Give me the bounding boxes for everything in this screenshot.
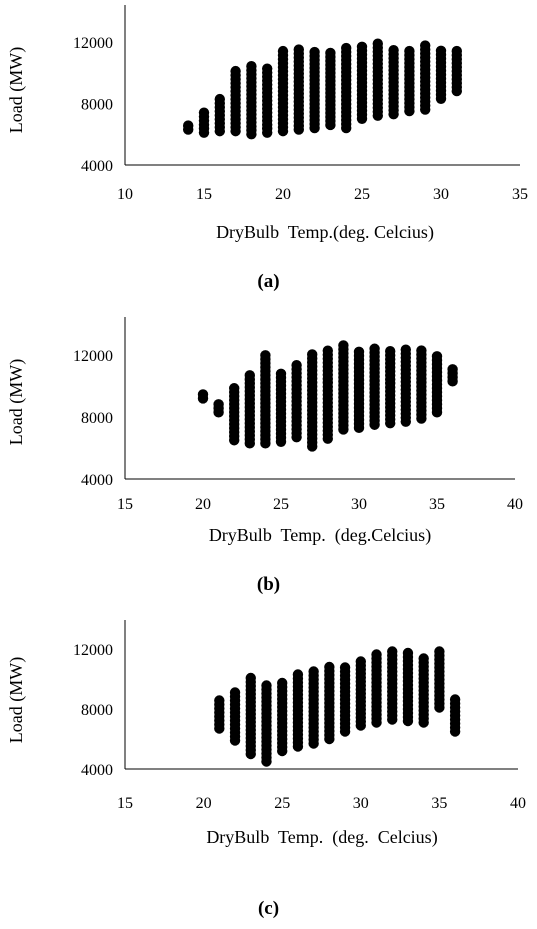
scatter-point (387, 646, 398, 657)
y-axis-title: Load (MW) (6, 47, 27, 133)
scatter-point (372, 38, 383, 49)
scatter-point (214, 695, 225, 706)
scatter-point (183, 120, 194, 131)
scatter-point (262, 63, 273, 74)
x-tick-label: 35 (512, 186, 528, 203)
x-tick-label: 15 (117, 795, 133, 812)
x-tick-label: 35 (429, 496, 445, 513)
scatter-point (229, 383, 240, 394)
scatter-chart-c: 15 20 25 30 35 40 4000 8000 12000 DryBulb Temp. (… (6, 620, 526, 848)
panel-label-a: (a) (257, 271, 280, 292)
panel-label-c: (c) (257, 898, 280, 919)
x-axis-title: DryBulb Temp. (deg.Celcius) (209, 525, 431, 546)
scatter-point (416, 345, 427, 356)
scatter-point (341, 42, 352, 54)
scatter-point (353, 346, 365, 358)
scatter-point (244, 370, 255, 381)
scatter-chart-a: 10 15 20 25 30 35 4000 8000 12000 DryBulb Temp.(d… (6, 5, 528, 243)
scatter-point (275, 368, 287, 379)
scatter-point (261, 680, 272, 691)
x-tick-label: 15 (117, 496, 133, 513)
x-tick-label: 40 (507, 496, 523, 513)
scatter-point (293, 44, 304, 55)
y-tick-label: 12000 (73, 35, 113, 52)
scatter-point (229, 687, 241, 698)
scatter-point (435, 45, 447, 56)
scatter-point (434, 646, 445, 657)
scatter-point (291, 359, 302, 371)
scatter-point (324, 661, 335, 673)
x-tick-label: 25 (274, 795, 290, 812)
scatter-point (325, 47, 336, 59)
scatter-point (246, 60, 257, 72)
scatter-point (197, 389, 209, 400)
y-tick-label: 8000 (81, 410, 113, 427)
y-tick-label: 4000 (81, 762, 113, 779)
panel-label-b: (b) (256, 574, 281, 595)
scatter-point (213, 399, 224, 410)
scatter-point (198, 107, 210, 118)
scatter-point (260, 350, 271, 361)
y-axis-title: Load (MW) (6, 657, 27, 743)
chart-panel-b: 15 20 25 30 35 40 4000 8000 12000 DryBulb Temp. (… (0, 312, 537, 562)
scatter-point (402, 647, 414, 659)
scatter-point (356, 41, 368, 52)
x-tick-label: 30 (433, 186, 449, 203)
scatter-point (451, 45, 462, 57)
x-tick-label: 30 (351, 496, 367, 513)
y-tick-label: 4000 (81, 158, 113, 175)
scatter-point (230, 65, 241, 77)
y-tick-label: 8000 (81, 702, 113, 719)
scatter-point (418, 653, 429, 664)
scatter-point (307, 349, 318, 360)
x-tick-label: 40 (510, 795, 526, 812)
scatter-point (308, 666, 319, 677)
y-tick-label: 12000 (73, 348, 113, 365)
scatter-point (404, 45, 415, 57)
scatter-point (355, 656, 366, 667)
scatter-point (309, 46, 320, 58)
scatter-point (447, 364, 458, 375)
scatter-point (277, 45, 289, 57)
y-tick-label: 12000 (73, 642, 113, 659)
y-tick-label: 8000 (81, 96, 113, 113)
x-axis-title: DryBulb Temp.(deg. Celcius) (216, 222, 434, 243)
scatter-point (277, 677, 288, 689)
scatter-point (245, 672, 256, 684)
scatter-point (449, 694, 461, 705)
scatter-point (292, 669, 304, 680)
x-tick-label: 20 (196, 795, 212, 812)
scatter-point (400, 344, 411, 355)
scatter-point (388, 44, 399, 56)
x-axis-title: DryBulb Temp. (deg. Celcius) (206, 827, 437, 848)
x-tick-label: 25 (273, 496, 289, 513)
scatter-point (214, 93, 225, 105)
y-axis-title: Load (MW) (6, 359, 27, 445)
scatter-chart-b: 15 20 25 30 35 40 4000 8000 12000 DryBulb Temp. (… (6, 317, 523, 546)
x-tick-label: 30 (353, 795, 369, 812)
scatter-point (385, 346, 396, 357)
x-tick-label: 20 (195, 496, 211, 513)
x-tick-label: 15 (196, 186, 212, 203)
x-tick-label: 25 (354, 186, 370, 203)
chart-panel-c: 15 20 25 30 35 40 4000 8000 12000 DryBulb Temp. (… (0, 615, 537, 865)
scatter-point (420, 40, 431, 51)
scatter-point (339, 662, 351, 673)
scatter-point (322, 345, 333, 356)
chart-panel-a: 10 15 20 25 30 35 4000 8000 12000 DryBulb Temp.(d… (0, 0, 537, 250)
y-tick-label: 4000 (81, 472, 113, 489)
x-tick-label: 20 (275, 186, 291, 203)
scatter-point (369, 343, 380, 354)
scatter-point (371, 649, 382, 660)
scatter-point (431, 351, 443, 362)
x-tick-label: 35 (431, 795, 447, 812)
scatter-point (338, 340, 349, 351)
x-tick-label: 10 (117, 186, 133, 203)
